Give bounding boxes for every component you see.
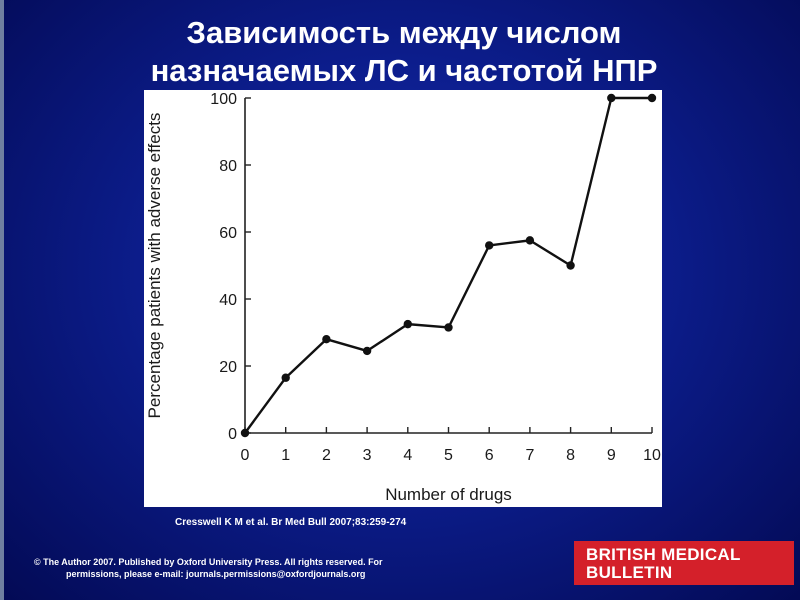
citation: Cresswell K M et al. Br Med Bull 2007;83… (175, 517, 407, 528)
data-point (322, 335, 331, 344)
copyright-line-1: © The Author 2007. Published by Oxford U… (34, 557, 383, 567)
series-line (244, 96, 652, 434)
journal-logo-line-1: BRITISH MEDICAL (586, 545, 741, 564)
data-point (403, 319, 412, 329)
x-tick-label: 1 (281, 447, 290, 464)
x-tick-label: 7 (525, 447, 534, 464)
y-tick-label: 60 (219, 225, 237, 242)
y-tick-label: 100 (210, 91, 237, 108)
line-chart: 0 20 40 60 80 100 0 1 2 3 4 5 6 7 8 9 10 Number of drugs P… (145, 91, 661, 504)
data-point (362, 346, 372, 356)
data-point (240, 428, 250, 438)
data-point (525, 236, 535, 245)
data-point (281, 373, 290, 382)
copyright-line-2: permissions, please e-mail: journals.per… (66, 569, 366, 579)
y-tick-label: 40 (219, 292, 237, 309)
data-point (647, 93, 657, 103)
y-tick-label: 0 (228, 426, 237, 443)
chart-panel: 0 20 40 60 80 100 0 1 2 3 4 5 6 7 8 9 10 Number of drugs P… (144, 90, 662, 507)
data-point (607, 93, 616, 103)
y-axis-title: Percentage patients with adverse effects (145, 113, 164, 419)
slide-title-line-1: Зависимость между числом (186, 15, 622, 50)
x-tick-label: 6 (485, 447, 494, 464)
x-tick-label: 2 (322, 447, 331, 464)
y-tick-label: 20 (219, 359, 237, 376)
x-tick-label: 9 (607, 447, 616, 464)
slide-title-line-2: назначаемых ЛС и частотой НПР (150, 53, 658, 88)
y-tick-label: 80 (219, 158, 237, 175)
x-tick-label: 10 (643, 447, 661, 464)
slide-title: Зависимость между числом назначаемых ЛС … (4, 14, 800, 90)
x-tick-label: 8 (566, 447, 575, 464)
x-tick-label: 4 (403, 447, 412, 464)
data-point (566, 261, 575, 270)
x-tick-label: 0 (241, 447, 250, 464)
x-tick-label: 5 (444, 447, 453, 464)
data-point (444, 323, 453, 332)
journal-logo: BRITISH MEDICAL BULLETIN (574, 541, 794, 585)
journal-logo-line-2: BULLETIN (586, 563, 673, 582)
x-axis-title: Number of drugs (385, 485, 512, 504)
data-point (485, 241, 494, 250)
copyright-notice: © The Author 2007. Published by Oxford U… (34, 556, 554, 580)
x-tick-label: 3 (363, 447, 372, 464)
